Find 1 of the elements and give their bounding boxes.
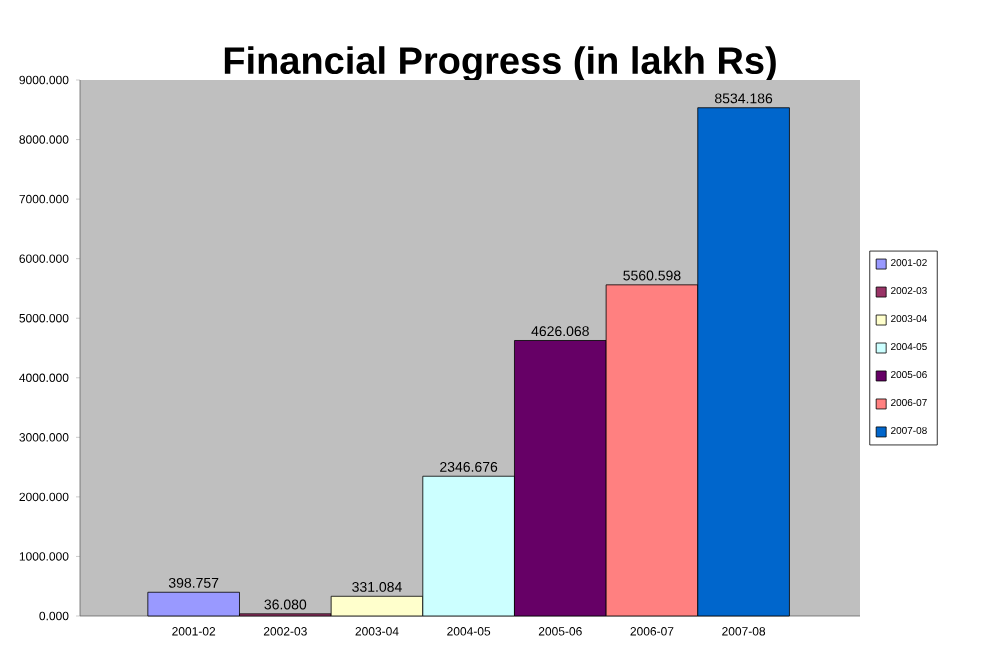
chart-title: Financial Progress (in lakh Rs) [224,46,776,82]
